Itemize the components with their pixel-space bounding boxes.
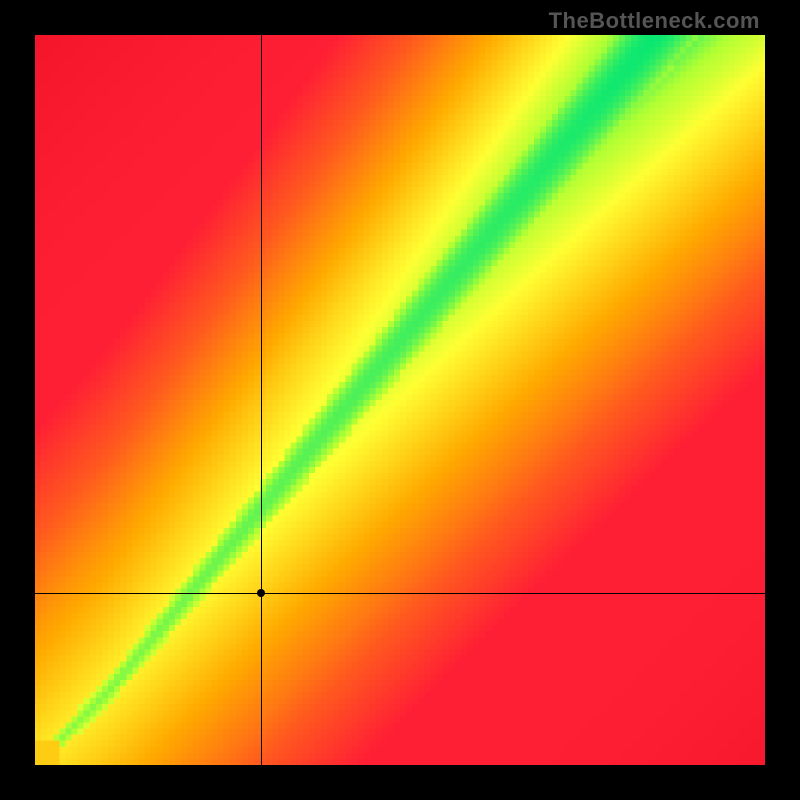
chart-container: TheBottleneck.com: [0, 0, 800, 800]
heatmap-plot: [35, 35, 765, 765]
watermark-text: TheBottleneck.com: [549, 8, 760, 34]
heatmap-canvas: [35, 35, 765, 765]
crosshair-vertical: [261, 35, 262, 765]
crosshair-point: [257, 589, 265, 597]
crosshair-horizontal: [35, 593, 765, 594]
